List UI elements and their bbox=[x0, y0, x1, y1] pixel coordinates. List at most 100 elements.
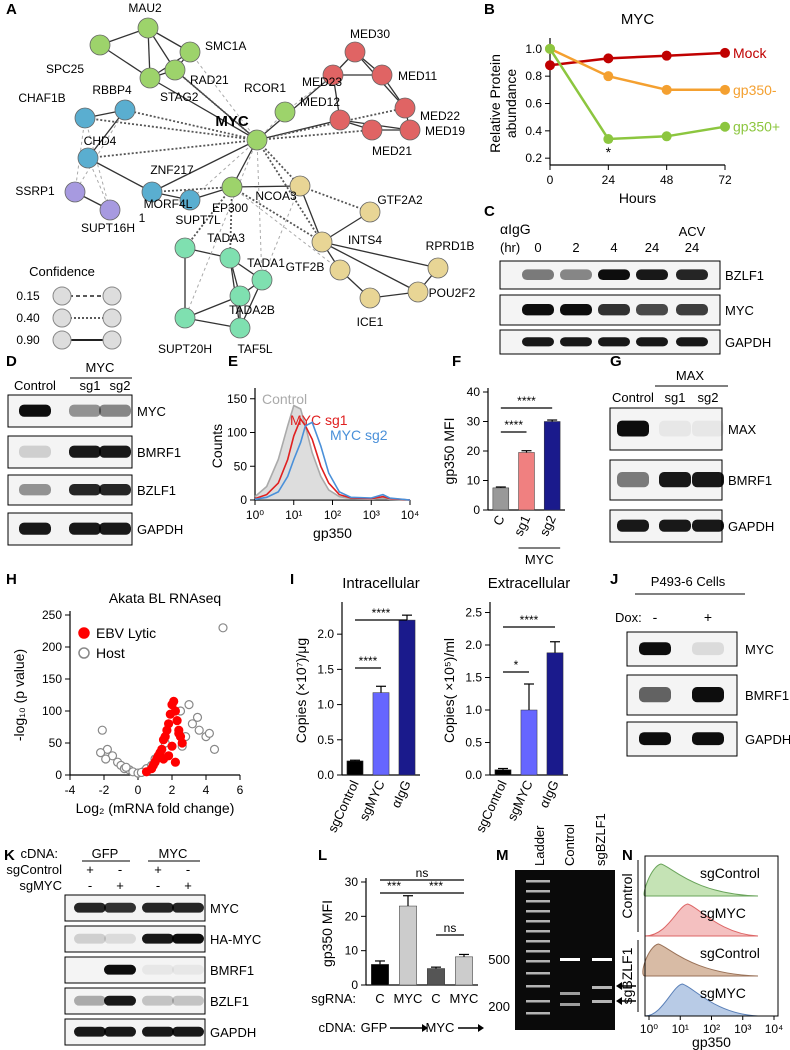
y-tick-label: 0 bbox=[473, 503, 480, 517]
lane-label: sg2 bbox=[110, 378, 131, 393]
edge bbox=[231, 185, 301, 188]
panel-label: K bbox=[4, 847, 15, 864]
point bbox=[545, 60, 555, 71]
gel-band bbox=[526, 880, 550, 883]
row-label: sgMYC bbox=[700, 985, 746, 1001]
band bbox=[560, 337, 592, 347]
node bbox=[329, 259, 351, 281]
significance: **** bbox=[359, 654, 378, 668]
condition-mark: + bbox=[86, 862, 94, 877]
band bbox=[99, 404, 131, 417]
point bbox=[720, 47, 730, 58]
chart-title: Akata BL RNAseq bbox=[109, 590, 221, 606]
blot-label: GAPDH bbox=[728, 519, 774, 534]
panel-label: I bbox=[290, 571, 294, 588]
band bbox=[560, 304, 592, 316]
bar bbox=[520, 709, 538, 776]
point bbox=[603, 53, 614, 64]
x-tick-label: C bbox=[375, 991, 384, 1006]
series-label: gp350- bbox=[733, 82, 777, 98]
histogram bbox=[644, 903, 759, 937]
edge bbox=[299, 185, 371, 213]
panel-label: A bbox=[6, 1, 17, 18]
y-tick-label: 200 bbox=[42, 640, 62, 654]
bar bbox=[372, 692, 390, 776]
x-tick-label: 48 bbox=[660, 173, 674, 187]
panel-label: D bbox=[6, 353, 17, 370]
edge bbox=[256, 107, 406, 141]
edge bbox=[256, 74, 334, 141]
x-tick-label: 6 bbox=[237, 783, 244, 797]
y-tick-label: 2.5 bbox=[465, 606, 482, 620]
lane-label: + bbox=[704, 609, 712, 625]
edge bbox=[74, 109, 126, 193]
y-tick-label: 150 bbox=[42, 672, 62, 686]
band bbox=[692, 687, 724, 703]
x-tick-label: -2 bbox=[99, 783, 110, 797]
significance: **** bbox=[517, 394, 536, 408]
node bbox=[322, 64, 344, 86]
band bbox=[142, 933, 174, 944]
y-axis-label: Copies (×10⁷)/μg bbox=[293, 638, 309, 743]
band bbox=[598, 337, 630, 347]
panel-label: F bbox=[452, 353, 461, 370]
node-label: MED11 bbox=[398, 69, 437, 83]
group-label: GFP bbox=[92, 846, 119, 861]
group-label: Control bbox=[619, 873, 635, 918]
gel-band bbox=[560, 1003, 580, 1006]
gel-band bbox=[526, 972, 550, 975]
node bbox=[64, 181, 86, 203]
band bbox=[598, 269, 630, 281]
condition-mark: - bbox=[88, 878, 92, 893]
gel-band bbox=[526, 1012, 550, 1015]
x-tick-label: 24 bbox=[602, 173, 616, 187]
node-label: TADA3 bbox=[207, 231, 245, 245]
lane-label: sg1 bbox=[80, 378, 101, 393]
condition-mark: - bbox=[118, 862, 122, 877]
band bbox=[676, 337, 708, 347]
edge bbox=[231, 186, 341, 271]
blot-label: GAPDH bbox=[210, 1025, 256, 1040]
node bbox=[229, 285, 251, 307]
y-tick-label: 100 bbox=[227, 426, 247, 440]
node bbox=[427, 257, 449, 279]
gel-band bbox=[526, 920, 550, 923]
y-axis-label: Counts bbox=[209, 424, 225, 468]
node-label: RBBP4 bbox=[92, 83, 132, 97]
legend-label: Host bbox=[96, 645, 125, 661]
row-label: Dox: bbox=[615, 610, 642, 625]
point bbox=[209, 744, 220, 755]
x-tick-label: 10⁰ bbox=[246, 508, 264, 522]
x-tick-label: C bbox=[431, 991, 440, 1006]
node-label: TADA2B bbox=[229, 303, 275, 317]
band bbox=[636, 337, 668, 347]
x-tick-label: 10² bbox=[703, 1022, 720, 1036]
legend-label: MYC sg1 bbox=[290, 412, 348, 428]
y-tick-label: 0 bbox=[351, 978, 358, 992]
lane-label: sg2 bbox=[698, 390, 719, 405]
node bbox=[399, 119, 421, 141]
histogram bbox=[643, 863, 759, 897]
node-label: NCOA3 bbox=[255, 189, 297, 203]
y-tick-label: 30 bbox=[467, 415, 481, 429]
line bbox=[254, 404, 411, 501]
gel-band bbox=[526, 940, 550, 943]
x-axis-label: gp350 bbox=[313, 525, 352, 541]
node-label: RCOR1 bbox=[244, 81, 286, 95]
band bbox=[142, 995, 174, 1006]
lane-label: ACV bbox=[679, 224, 706, 239]
node-label: TADA1 bbox=[247, 256, 285, 270]
point bbox=[158, 754, 169, 764]
node-label: RAD21 bbox=[190, 73, 229, 87]
band bbox=[19, 404, 51, 417]
band bbox=[69, 522, 101, 535]
node bbox=[344, 41, 366, 63]
node-label: SPC25 bbox=[46, 62, 84, 76]
y-tick-label: 0 bbox=[240, 493, 247, 507]
legend-node bbox=[52, 286, 72, 306]
y-axis-label: gp350 MFI bbox=[319, 900, 335, 967]
y-tick-label: 1.5 bbox=[465, 671, 482, 685]
y-tick-label: 0.5 bbox=[465, 736, 482, 750]
x-tick-label: 4 bbox=[203, 783, 210, 797]
